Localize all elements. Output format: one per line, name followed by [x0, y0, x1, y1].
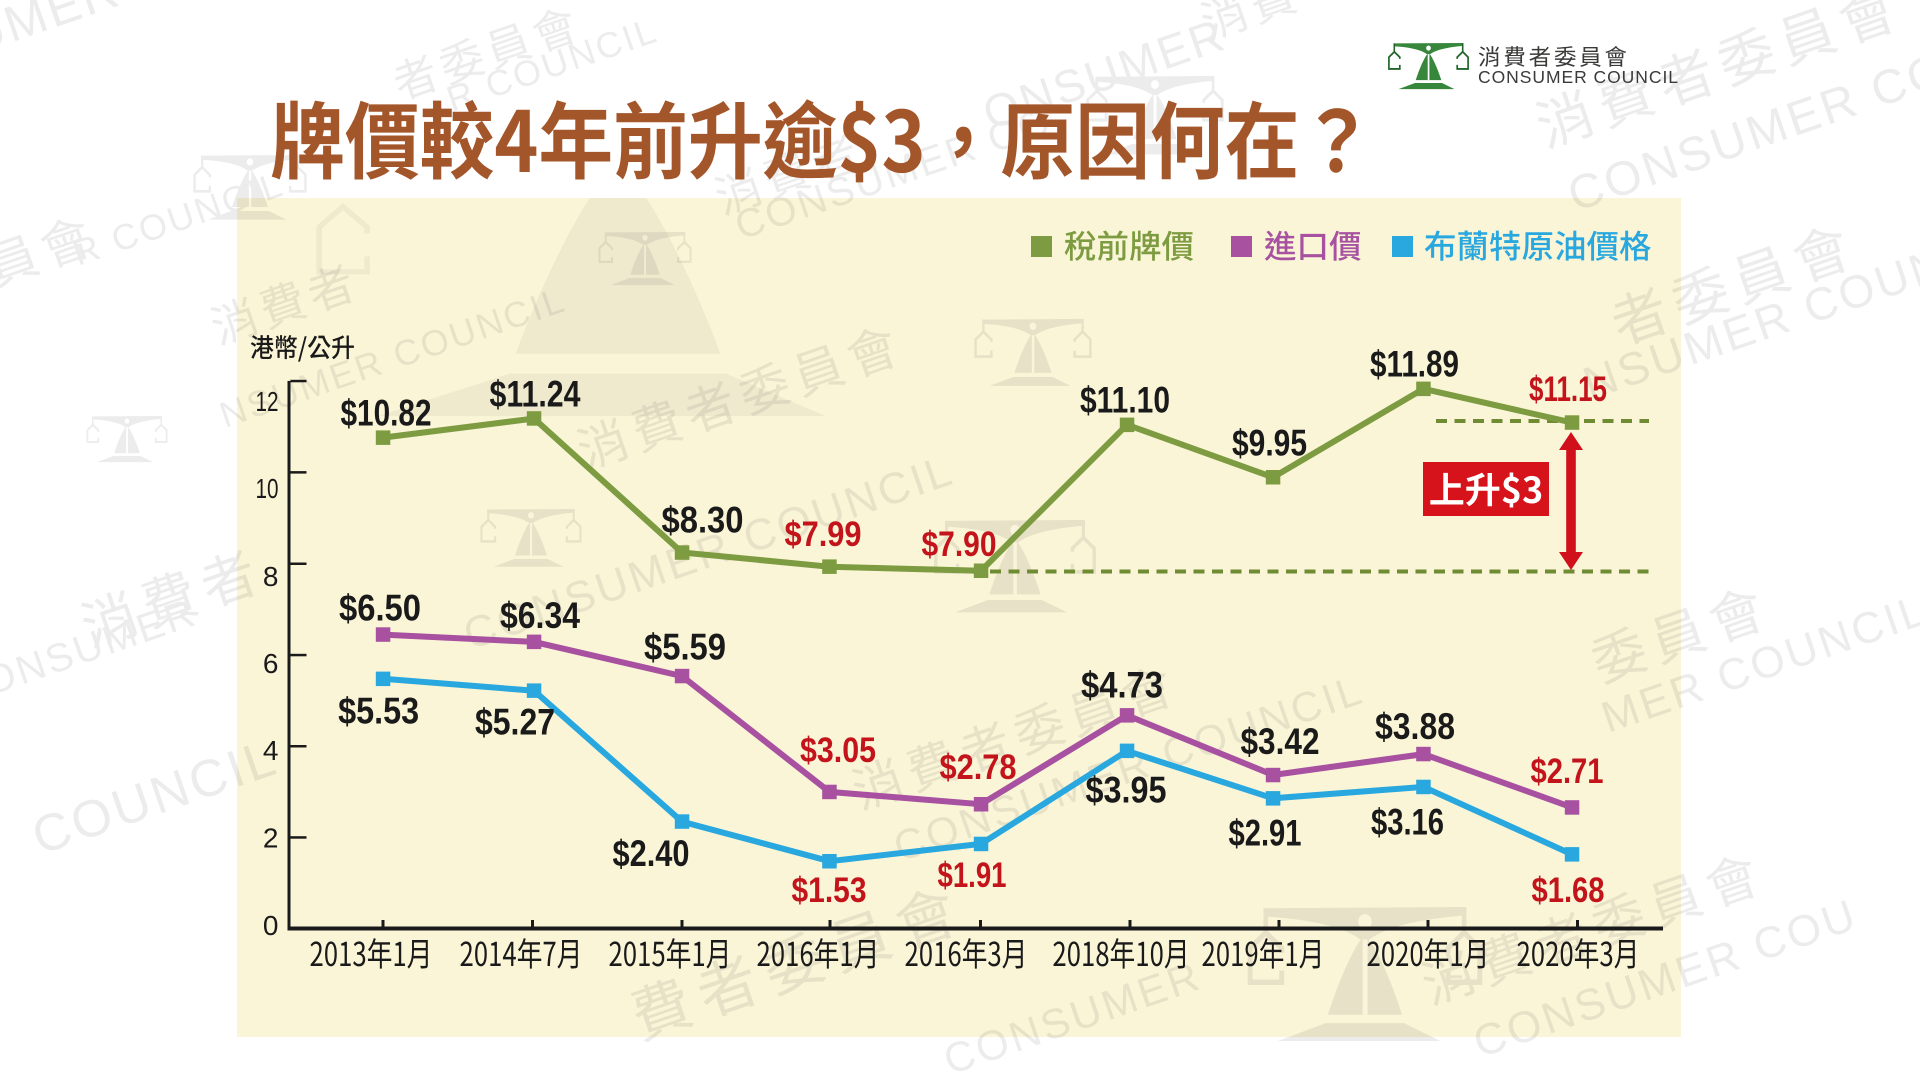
svg-text:$2.40: $2.40 — [613, 833, 690, 874]
svg-text:$8.30: $8.30 — [662, 500, 744, 541]
svg-text:$7.90: $7.90 — [922, 524, 997, 564]
svg-text:$5.59: $5.59 — [644, 627, 726, 668]
svg-text:$1.68: $1.68 — [1532, 870, 1605, 910]
svg-text:CONSUMER COUNCIL: CONSUMER COUNCIL — [1478, 67, 1678, 87]
svg-text:10: 10 — [256, 473, 279, 504]
svg-text:6: 6 — [263, 648, 279, 679]
svg-text:$11.24: $11.24 — [490, 374, 581, 415]
svg-text:$1.91: $1.91 — [938, 855, 1007, 895]
svg-text:0: 0 — [263, 910, 279, 941]
svg-text:$9.95: $9.95 — [1232, 423, 1307, 464]
svg-text:$3.05: $3.05 — [800, 730, 876, 770]
svg-text:$2.78: $2.78 — [940, 747, 1017, 787]
svg-text:$10.82: $10.82 — [341, 393, 432, 434]
svg-text:$4.73: $4.73 — [1081, 665, 1163, 706]
svg-text:$11.10: $11.10 — [1080, 380, 1170, 421]
svg-text:$3.95: $3.95 — [1086, 770, 1167, 811]
svg-text:2: 2 — [263, 823, 279, 854]
svg-text:$3.42: $3.42 — [1241, 721, 1320, 762]
svg-text:$1.53: $1.53 — [792, 870, 867, 910]
svg-text:$5.53: $5.53 — [338, 691, 419, 732]
svg-text:$3.16: $3.16 — [1371, 802, 1444, 843]
svg-text:$2.91: $2.91 — [1229, 813, 1302, 854]
svg-text:$11.89: $11.89 — [1370, 344, 1459, 385]
svg-text:$6.50: $6.50 — [339, 588, 421, 629]
svg-text:4: 4 — [263, 735, 279, 766]
svg-text:$3.88: $3.88 — [1375, 706, 1455, 747]
svg-text:$2.71: $2.71 — [1531, 751, 1604, 791]
svg-text:$6.34: $6.34 — [500, 595, 580, 636]
svg-text:$7.99: $7.99 — [785, 514, 862, 554]
svg-text:$5.27: $5.27 — [475, 702, 555, 743]
svg-text:$11.15: $11.15 — [1529, 369, 1607, 409]
svg-text:8: 8 — [263, 561, 279, 592]
svg-text:12: 12 — [256, 386, 279, 417]
